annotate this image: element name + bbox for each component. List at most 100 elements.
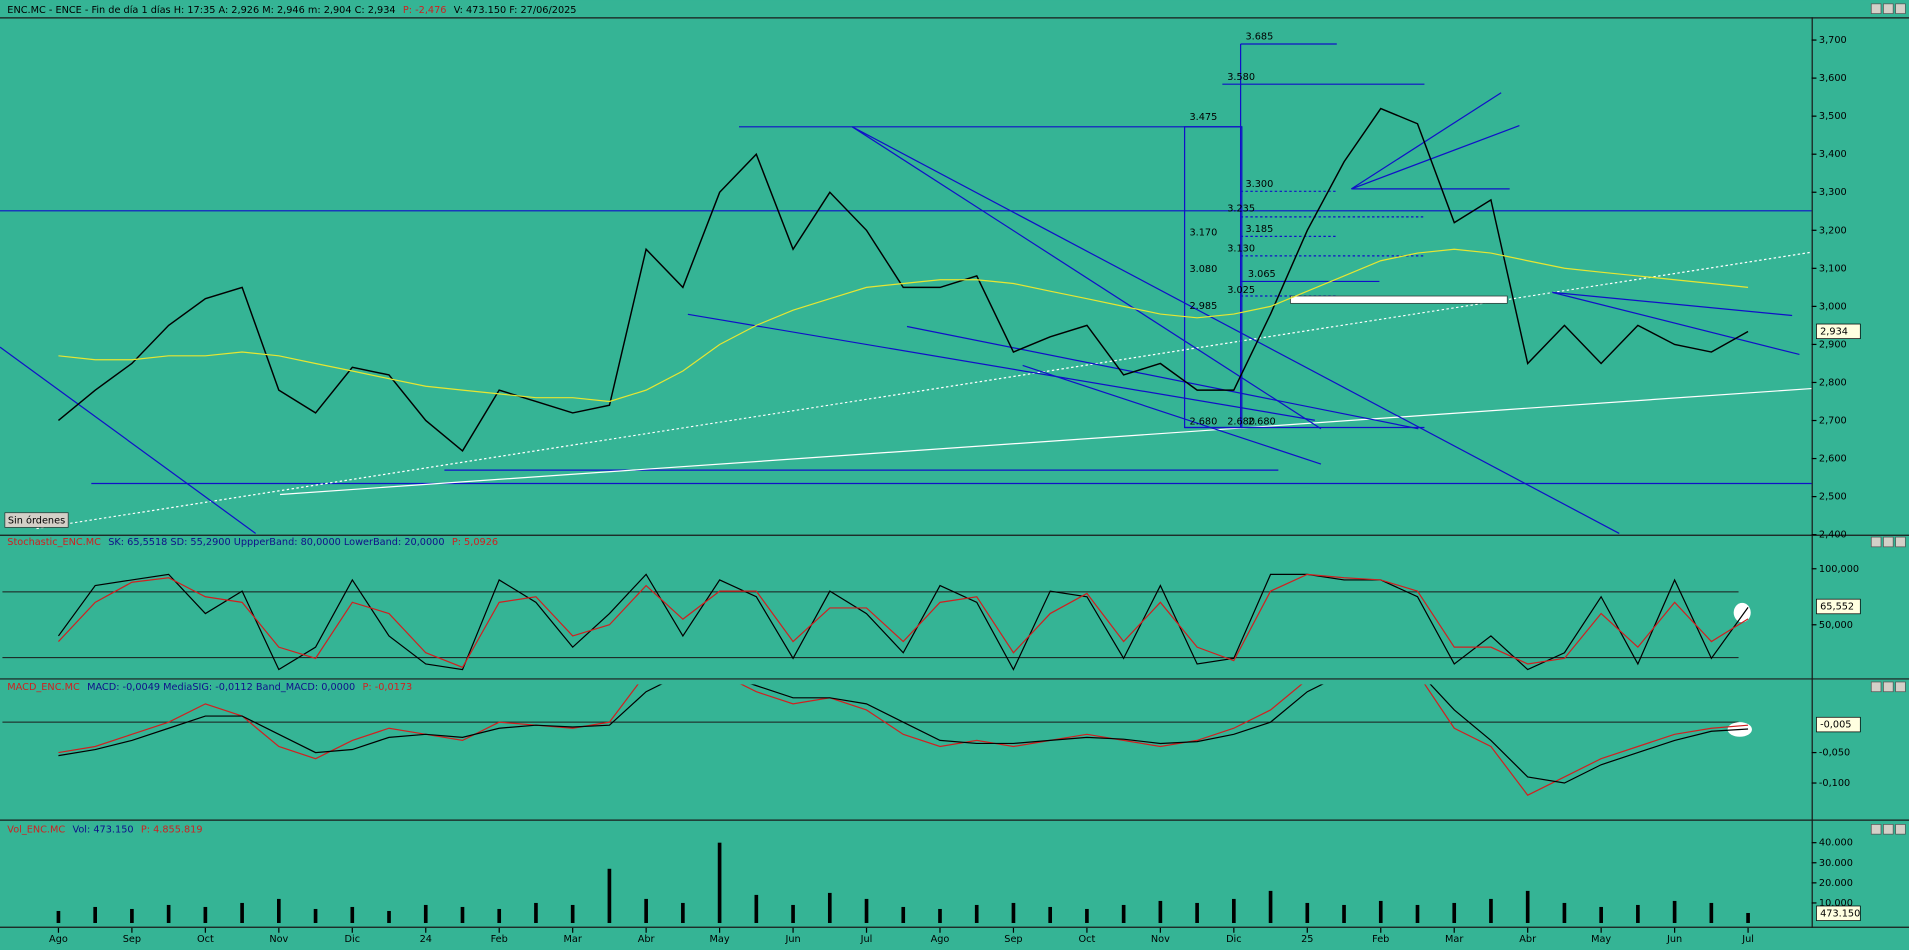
volume-bar	[1121, 904, 1126, 924]
y-tick-label: 3,300	[1819, 187, 1847, 198]
volume-bar	[681, 902, 685, 924]
volume-bar	[1268, 890, 1273, 924]
volume-bar	[1158, 900, 1163, 924]
value-badge-label: -0,005	[1820, 720, 1851, 731]
series-line	[58, 684, 1749, 784]
y-tick-label: 3,600	[1819, 73, 1847, 84]
y-tick-label: 3,400	[1819, 149, 1847, 160]
volume-bar	[1305, 902, 1310, 924]
header-part: Vol: 473.150	[72, 824, 133, 835]
y-tick-label: 3,200	[1819, 225, 1847, 236]
header-part: SK: 65,5518 SD: 55,2900 UppperBand: 80,0…	[108, 537, 444, 548]
volume-bar	[827, 892, 832, 924]
order-button[interactable]: Sin órdenes	[4, 512, 69, 528]
fib-label: 2.985	[1189, 301, 1217, 312]
volume-bar	[56, 910, 61, 924]
x-tick-label: Jul	[1741, 934, 1754, 945]
volume-bar	[534, 902, 538, 924]
fib-label: 2.680	[1227, 416, 1255, 427]
volume-bar	[460, 906, 465, 924]
volume-bar	[607, 868, 612, 924]
series-line	[57, 107, 1749, 452]
volume-bar	[570, 904, 575, 924]
panel-header: Vol_ENC.MC Vol: 473.150 P: 4.855.819	[7, 824, 202, 835]
x-tick-label: Nov	[269, 934, 288, 945]
x-tick-label: Ago	[49, 934, 68, 945]
band-lines	[2, 591, 1739, 723]
fib-label: 3.130	[1227, 244, 1255, 255]
x-tick-label: Sep	[123, 934, 141, 945]
cursor-marker	[1733, 602, 1751, 623]
y-tick-label: 3,700	[1819, 35, 1847, 46]
series-line	[57, 573, 1749, 669]
fib-label: 2.680	[1248, 416, 1276, 427]
value-badge	[1816, 598, 1861, 615]
series-line	[57, 573, 1749, 671]
x-tick-label: Jun	[1666, 934, 1682, 945]
x-tick-label: 25	[1301, 934, 1313, 945]
x-tick-label: May	[710, 934, 730, 945]
volume-bar	[1378, 900, 1383, 924]
header-part: MACD: -0,0049 MediaSIG: -0,0112 Band_MAC…	[87, 682, 355, 693]
volume-bar	[1415, 904, 1420, 924]
volume-bar	[1672, 900, 1677, 924]
fib-label: 3.580	[1227, 72, 1255, 83]
y-tick-label: 2,800	[1819, 377, 1847, 388]
x-tick-label: Dic	[1226, 934, 1242, 945]
y-tick-label: 2,600	[1819, 454, 1847, 465]
y-tick-label: 20.000	[1819, 878, 1853, 889]
plot-area	[56, 842, 1750, 924]
volume-bar	[276, 898, 281, 924]
x-tick-label: Abr	[638, 934, 655, 945]
y-tick-label: 3,100	[1819, 263, 1847, 274]
y-tick-label: 3,000	[1819, 301, 1847, 312]
volume-bar	[1562, 902, 1567, 924]
fib-label: 3.685	[1245, 32, 1273, 43]
panel-header: Stochastic_ENC.MC SK: 65,5518 SD: 55,2900…	[7, 537, 498, 548]
x-tick-label: Jul	[860, 934, 873, 945]
header-part: MACD_ENC.MC	[7, 682, 80, 693]
header-part: Stochastic_ENC.MC	[7, 537, 101, 548]
x-tick-label: Jun	[784, 934, 800, 945]
fib-label: 3.080	[1189, 264, 1217, 275]
volume-bar	[1489, 898, 1493, 924]
y-tick-label: 2,700	[1819, 416, 1847, 427]
volume-bar	[791, 904, 795, 924]
x-tick-label: Mar	[1445, 934, 1463, 945]
fib-label: 2.680	[1189, 416, 1217, 427]
volume-bar	[974, 904, 979, 924]
value-badge-label: 65,552	[1820, 601, 1854, 612]
y-tick-label: 30.000	[1819, 858, 1853, 869]
fib-label: 3.185	[1245, 224, 1273, 235]
volume-bar	[166, 904, 171, 924]
x-tick-label: Oct	[1079, 934, 1096, 945]
value-badge-label: 473.150	[1820, 908, 1860, 919]
y-tick-label: 10.000	[1819, 898, 1853, 909]
y-tick-label: 2,900	[1819, 339, 1847, 350]
header-part: Vol_ENC.MC	[7, 824, 65, 835]
fib-label: 3.235	[1227, 203, 1255, 214]
volume-bar	[1599, 906, 1603, 924]
y-tick-label: -0,100	[1819, 778, 1850, 789]
fib-label: 3.065	[1248, 269, 1276, 280]
value-badge	[1816, 905, 1861, 921]
value-badge-label: 2,934	[1820, 326, 1848, 337]
x-tick-label: May	[1591, 934, 1611, 945]
volume-bar	[644, 898, 648, 924]
panel-header: MACD_ENC.MC MACD: -0,0049 MediaSIG: -0,01…	[7, 682, 412, 693]
volume-bar	[754, 894, 759, 924]
volume-bar	[1452, 902, 1457, 924]
window-buttons[interactable]	[1870, 3, 1906, 835]
x-tick-label: Ago	[931, 934, 950, 945]
volume-bar	[130, 908, 134, 924]
volume-bar	[901, 906, 906, 924]
volume-bar	[203, 906, 208, 924]
button-label[interactable]: Sin órdenes	[8, 515, 65, 527]
y-tick-label: 2,400	[1819, 530, 1847, 541]
header-part: P: 5,0926	[452, 537, 498, 548]
fib-label: 3.025	[1227, 285, 1255, 296]
fib-label: 3.475	[1189, 112, 1217, 123]
y-tick-label: 40.000	[1819, 838, 1853, 849]
fib-label: 3.300	[1245, 179, 1273, 190]
